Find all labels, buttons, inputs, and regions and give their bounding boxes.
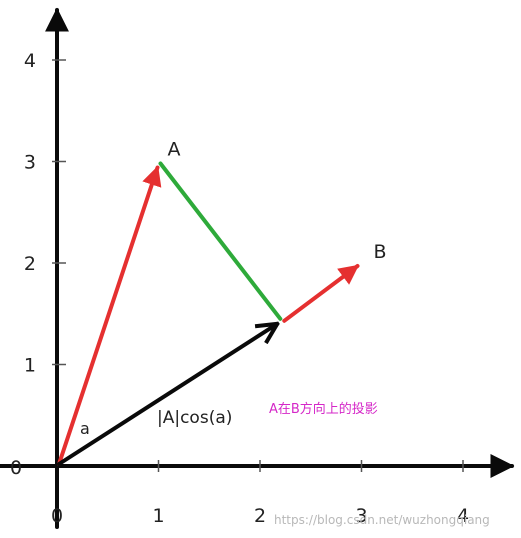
vector-b-arrow	[284, 266, 357, 321]
projection-length-label: |A|cos(a)	[157, 408, 232, 428]
y-axis-ticks: 1 2 3 4	[24, 50, 66, 377]
vector-b-label: B	[374, 241, 387, 263]
vector-a-arrow	[59, 168, 158, 465]
projection-arrow	[59, 324, 277, 464]
watermark-text: https://blog.csdn.net/wuzhongqiang	[274, 513, 490, 527]
x-tick-label: 1	[152, 505, 164, 527]
perpendicular-line	[161, 164, 281, 319]
origin-label: 0	[10, 457, 22, 479]
x-tick-label: 0	[51, 505, 63, 527]
y-tick-label: 3	[24, 152, 36, 174]
x-tick-label: 2	[254, 505, 266, 527]
y-tick-label: 1	[24, 355, 36, 377]
angle-label: a	[80, 419, 90, 438]
projection-annotation: A在B方向上的投影	[269, 401, 378, 417]
y-tick-label: 4	[24, 50, 36, 72]
y-tick-label: 2	[24, 253, 36, 275]
vector-a-label: A	[168, 139, 181, 161]
